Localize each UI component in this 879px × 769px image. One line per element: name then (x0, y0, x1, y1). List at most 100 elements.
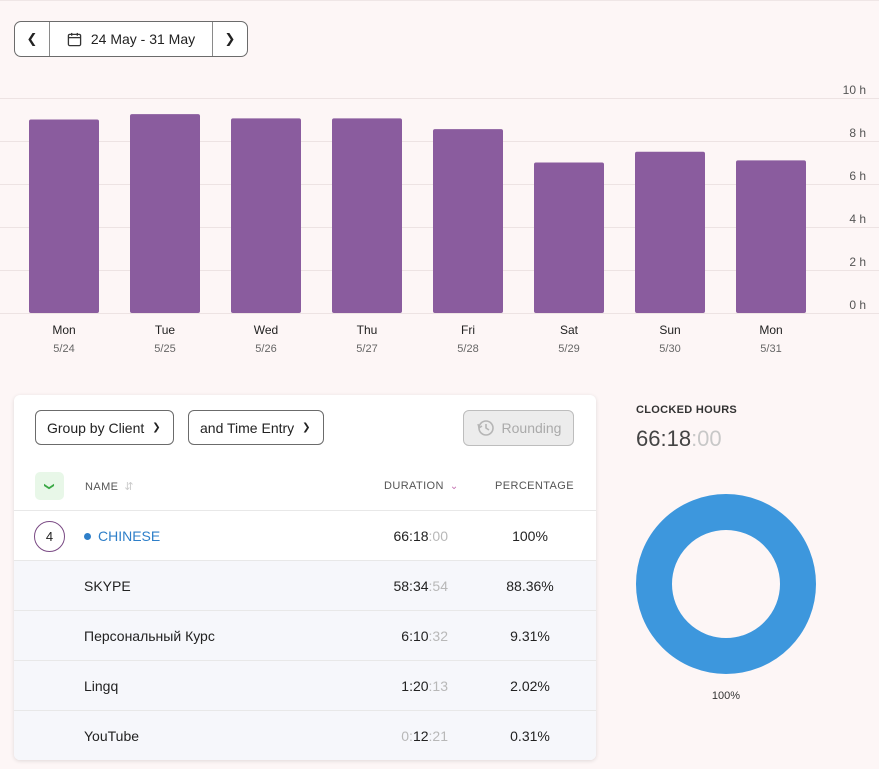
percentage-header-label: PERCENTAGE (495, 480, 574, 492)
entry-name: Lingq (84, 678, 119, 694)
calendar-icon (67, 32, 82, 46)
sub-group-select[interactable]: and Time Entry ❯ (188, 410, 324, 445)
entry-name: SKYPE (84, 578, 131, 594)
entry-percentage: 88.36% (506, 578, 554, 594)
group-by-label: Group by Client (47, 419, 145, 436)
bar[interactable] (130, 114, 200, 313)
clocked-hours-seconds: :00 (691, 426, 722, 451)
x-tick-day-label: Sat (560, 323, 579, 337)
x-tick-date-label: 5/30 (659, 343, 680, 355)
chevron-down-icon: ❯ (302, 422, 311, 433)
y-tick-label: 2 h (849, 255, 866, 269)
duration-hours: 0: (401, 728, 413, 744)
sort-icon: ⇵ (124, 481, 135, 493)
x-tick-date-label: 5/31 (760, 343, 781, 355)
x-tick-date-label: 5/25 (154, 343, 175, 355)
x-tick-day-label: Tue (155, 323, 176, 337)
date-range-display[interactable]: 24 May - 31 May (50, 22, 212, 56)
x-tick-day-label: Mon (759, 323, 782, 337)
duration-seconds: :13 (428, 678, 448, 694)
entry-count-badge[interactable]: 4 (34, 521, 65, 552)
x-tick-day-label: Mon (52, 323, 75, 337)
report-table-card: Group by Client ❯ and Time Entry ❯ Round… (14, 395, 596, 760)
table-header: ❯ NAME ⇵ DURATION ⌄ PERCENTAGE (14, 470, 596, 511)
y-tick-label: 10 h (843, 85, 866, 97)
x-tick-date-label: 5/28 (457, 343, 478, 355)
bar[interactable] (332, 118, 402, 313)
prev-week-button[interactable]: ❮ (15, 22, 50, 56)
bar[interactable] (736, 160, 806, 313)
entry-duration: 1:20:13 (401, 661, 448, 711)
entry-percentage: 2.02% (510, 678, 550, 694)
next-week-button[interactable]: ❯ (212, 22, 247, 56)
client-row[interactable]: 4 CHINESE 66:18:00 100% (14, 511, 596, 561)
entry-duration: 6:10:32 (401, 611, 448, 661)
expand-all-button[interactable]: ❯ (35, 472, 64, 500)
donut-slice[interactable] (636, 494, 816, 674)
duration-main: 6:10 (401, 628, 429, 644)
bar[interactable] (534, 162, 604, 314)
entry-duration: 58:34:54 (393, 561, 448, 611)
table-row[interactable]: YouTube 0: 12:21 0.31% (14, 711, 596, 760)
entry-name: YouTube (84, 728, 140, 744)
chevron-down-icon: ❯ (43, 481, 55, 491)
duration-seconds: :21 (428, 728, 448, 744)
donut-percent-label: 100% (711, 690, 741, 702)
entry-percentage: 9.31% (510, 628, 550, 644)
bar[interactable] (635, 151, 705, 313)
date-range-label: 24 May - 31 May (90, 31, 196, 47)
entry-duration: 0: 12:21 (401, 711, 448, 760)
y-tick-label: 0 h (849, 298, 866, 312)
clocked-hours-donut-chart (636, 494, 816, 674)
client-color-dot (84, 532, 91, 540)
rounding-button[interactable]: Rounding (463, 410, 574, 446)
y-tick-label: 8 h (849, 126, 866, 140)
y-tick-label: 4 h (849, 212, 866, 226)
duration-seconds: :00 (428, 528, 448, 544)
clocked-hours-label: CLOCKED HOURS (636, 404, 738, 416)
daily-hours-bar-chart: 0 h 2 h 4 h 6 h 8 h 10 h Mon 5/24 Tue 5/25 Wed 5/26… (0, 85, 879, 355)
bar[interactable] (231, 118, 301, 313)
client-duration: 66:18:00 (393, 511, 448, 561)
client-percentage: 100% (512, 528, 548, 544)
chevron-down-icon: ❯ (152, 422, 161, 433)
table-row[interactable]: SKYPE 58:34:54 88.36% (14, 561, 596, 611)
x-tick-date-label: 5/27 (356, 343, 377, 355)
percentage-column-header: PERCENTAGE (495, 480, 574, 492)
entry-percentage: 0.31% (510, 728, 550, 744)
duration-header-label: DURATION (384, 480, 444, 492)
duration-main: 12 (412, 728, 429, 744)
x-tick-day-label: Sun (659, 323, 680, 337)
rounding-clock-icon (476, 420, 494, 436)
top-divider (0, 0, 879, 1)
duration-column-header[interactable]: DURATION ⌄ (384, 480, 459, 492)
client-name-cell: CHINESE (84, 511, 160, 561)
entry-name: Персональный Курс (84, 628, 215, 644)
clocked-hours-value: 66:18:00 (636, 426, 722, 452)
table-row[interactable]: Персональный Курс 6:10:32 9.31% (14, 611, 596, 661)
chevron-left-icon: ❮ (26, 31, 38, 46)
chevron-right-icon: ❯ (224, 31, 236, 46)
x-tick-day-label: Wed (254, 323, 278, 337)
duration-main: 66:18 (393, 528, 429, 544)
sort-desc-icon: ⌄ (449, 481, 459, 492)
clocked-hours-main: 66:18 (636, 426, 692, 451)
x-tick-day-label: Fri (461, 323, 475, 337)
x-tick-date-label: 5/29 (558, 343, 579, 355)
name-column-header[interactable]: NAME ⇵ (85, 480, 134, 493)
x-tick-date-label: 5/24 (53, 343, 74, 355)
duration-main: 58:34 (393, 578, 429, 594)
x-tick-date-label: 5/26 (255, 343, 276, 355)
table-row[interactable]: Lingq 1:20:13 2.02% (14, 661, 596, 711)
bar[interactable] (29, 119, 99, 314)
duration-main: 1:20 (401, 678, 429, 694)
client-name: CHINESE (98, 528, 161, 544)
bar[interactable] (433, 129, 503, 313)
group-by-select[interactable]: Group by Client ❯ (35, 410, 174, 445)
rounding-label: Rounding (501, 420, 562, 436)
date-range-picker[interactable]: ❮ 24 May - 31 May ❯ (14, 21, 248, 57)
y-tick-label: 6 h (849, 169, 866, 183)
duration-seconds: :54 (428, 578, 448, 594)
name-header-label: NAME (85, 481, 119, 493)
x-tick-day-label: Thu (357, 323, 378, 337)
